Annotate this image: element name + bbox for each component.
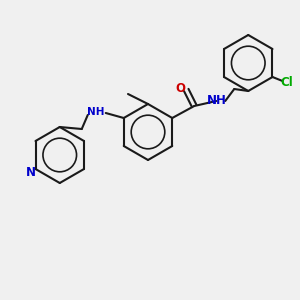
Text: N: N: [26, 167, 35, 179]
Text: NH: NH: [87, 107, 104, 117]
Text: O: O: [175, 82, 185, 95]
Text: Cl: Cl: [280, 76, 293, 89]
Text: NH: NH: [207, 94, 227, 106]
